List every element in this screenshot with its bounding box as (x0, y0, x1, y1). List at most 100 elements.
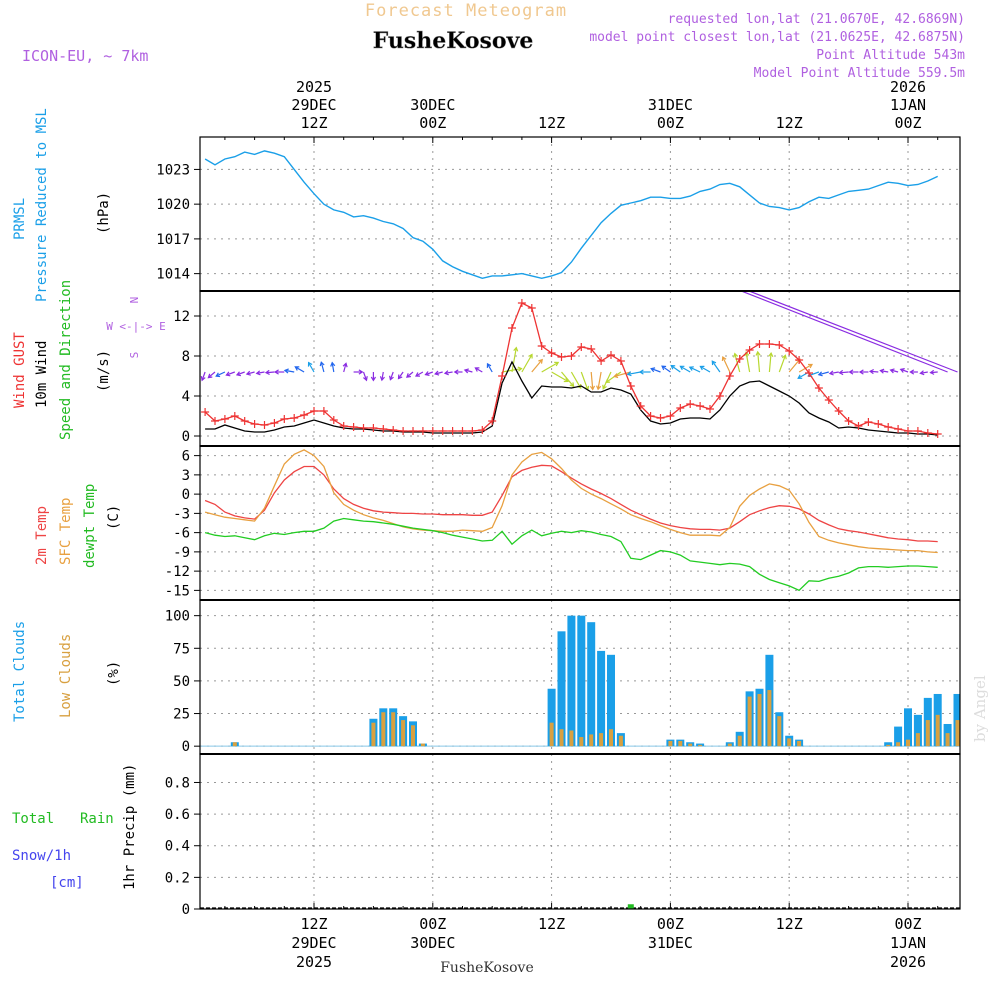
low-cloud-bar (925, 720, 930, 747)
wind-barb-head (755, 350, 761, 356)
wind-barb-head (679, 365, 685, 371)
gust-marker (319, 407, 328, 415)
low-cloud-bar (381, 712, 386, 747)
low-cloud-bar (579, 737, 584, 747)
gust-marker (616, 357, 625, 365)
gust-marker (488, 417, 497, 425)
low-cloud-bar (668, 740, 673, 747)
top-time-hour: 00Z (894, 114, 921, 132)
gust-marker (775, 341, 784, 349)
gust-marker (517, 299, 526, 307)
low-cloud-bar (232, 742, 237, 747)
wind-barb-head (379, 376, 385, 382)
wind-barb-head (330, 361, 336, 367)
low-cloud-bar (609, 729, 613, 747)
gust-marker (884, 423, 893, 431)
wind-barb (627, 371, 641, 375)
p5-label-snow: Snow/1h (12, 848, 71, 864)
model-altitude: Model Point Altitude 559.5m (754, 66, 965, 81)
wind-barb (256, 371, 265, 374)
wind-barb-head (358, 369, 364, 375)
gust-marker (607, 351, 615, 359)
gust-marker (250, 420, 259, 428)
wind-barb-head (688, 366, 694, 371)
wind-barb (597, 371, 602, 390)
low-cloud-bar (777, 716, 782, 747)
gust-marker (240, 417, 249, 425)
gust-marker (290, 414, 299, 422)
gust-marker (795, 356, 804, 364)
wind-barb-head (733, 352, 739, 358)
wind-barb-head (397, 374, 403, 380)
gust-marker (814, 384, 823, 392)
gust-marker (715, 392, 724, 400)
gust-marker (805, 369, 813, 377)
bottom-time-year: 2026 (890, 953, 926, 971)
gust-marker (310, 407, 318, 415)
p3-label-temp2m: 2m Temp (34, 506, 50, 565)
wind-barb-head (307, 361, 313, 367)
y-tick-label: -6 (173, 526, 190, 542)
bottom-time-hour: 00Z (657, 915, 684, 933)
wind-barb (215, 371, 226, 377)
wind-barb (561, 371, 575, 387)
wind-barb-head (768, 351, 774, 357)
low-cloud-bar (797, 740, 802, 747)
p3-label-unit: (C) (106, 505, 122, 530)
wind-barb-head (596, 385, 602, 391)
gust-marker (755, 340, 764, 348)
p2-label-wind: 10m Wind (34, 341, 50, 408)
wind-barb (381, 371, 384, 381)
y-tick-label: -3 (173, 506, 190, 522)
wind-barb-head (711, 360, 717, 366)
panel-1: 1014 1017 1020 1023 (156, 136, 961, 292)
wind-barb-head (215, 372, 221, 378)
wind-barb (745, 352, 751, 373)
wind-barb (580, 371, 589, 391)
total-cloud-bar (607, 654, 615, 747)
p5-label-total: Total (12, 811, 54, 827)
panel-5: 0 0.2 0.4 0.6 0.8 (165, 753, 961, 918)
bottom-time-year: 2025 (296, 953, 332, 971)
wind-barb (768, 353, 772, 373)
gust-marker (458, 427, 467, 435)
wind-barb-head (513, 346, 519, 352)
total-cloud-bar (567, 615, 576, 747)
low-cloud-bar (727, 743, 732, 747)
low-cloud-bar (757, 693, 762, 747)
dewpt-line (204, 517, 938, 592)
wind-barb (818, 371, 829, 376)
gust-marker (418, 427, 427, 435)
wind-barb (661, 365, 671, 373)
gust-marker (389, 426, 398, 434)
low-cloud-bar (559, 729, 564, 747)
total-cloud-bar (547, 688, 556, 747)
low-cloud-bar (618, 735, 623, 747)
wind-barb (829, 371, 839, 375)
gust-marker (270, 419, 279, 427)
wind-barb (265, 371, 275, 374)
gust-marker (765, 340, 774, 348)
wind-barb-head (868, 368, 874, 375)
p4-label-unit: (%) (106, 661, 122, 686)
total-cloud-bar (597, 650, 606, 747)
wind-barb-head (589, 385, 596, 391)
bottom-time-hour: 12Z (538, 915, 565, 933)
wind-barb-head (817, 371, 823, 377)
p2-label-unit: (m/s) (96, 350, 112, 392)
wind-barb-head (453, 369, 459, 375)
wind-barb (739, 291, 948, 373)
top-time-day: 29DEC (291, 96, 336, 114)
gust-marker (349, 423, 358, 431)
bottom-time-day: 30DEC (410, 934, 455, 952)
wind-barb-head (808, 363, 814, 369)
gust-marker (636, 402, 645, 410)
wind-barb (444, 371, 453, 374)
gust-marker (824, 396, 833, 404)
wind-barb (778, 355, 786, 373)
gust-marker (369, 424, 378, 432)
wind-barb-head (342, 362, 348, 368)
watermark: by Angel (971, 675, 989, 742)
wind-barb-head (486, 362, 492, 368)
